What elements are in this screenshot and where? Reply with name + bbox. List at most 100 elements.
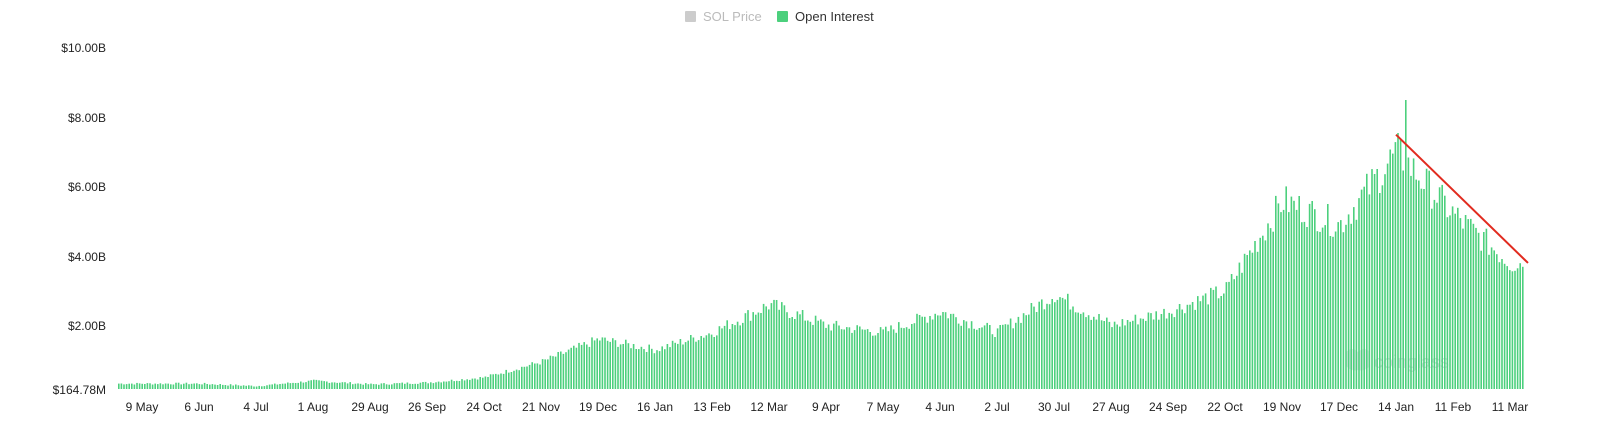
open-interest-bar [981, 327, 983, 389]
open-interest-bar [1425, 168, 1428, 389]
open-interest-bar [1295, 209, 1298, 389]
open-interest-bar [271, 384, 273, 389]
x-tick-label: 27 Aug [1092, 400, 1129, 414]
open-interest-bar [1085, 317, 1087, 389]
open-interest-bar [812, 324, 814, 389]
open-interest-bar [718, 326, 721, 389]
open-interest-bar [1420, 188, 1423, 389]
open-interest-bar [744, 313, 747, 389]
open-interest-bar [965, 321, 968, 389]
legend: SOL Price Open Interest [685, 9, 874, 24]
open-interest-bar [1111, 327, 1113, 389]
open-interest-bar [248, 385, 250, 389]
open-interest-bar [432, 383, 435, 389]
open-interest-bar [1181, 309, 1183, 389]
open-interest-bar [614, 340, 617, 389]
open-interest-bar [765, 306, 767, 389]
open-interest-bar [835, 320, 838, 389]
legend-item-open-interest[interactable]: Open Interest [777, 9, 874, 24]
open-interest-bar [310, 380, 312, 389]
open-interest-bar [913, 323, 916, 389]
trend-line [1395, 133, 1529, 264]
open-interest-bar [859, 326, 861, 389]
open-interest-bar [924, 316, 926, 389]
open-interest-bar [622, 344, 624, 389]
open-interest-bar [963, 320, 965, 389]
open-interest-bar [323, 381, 325, 389]
open-interest-bar [1015, 322, 1017, 389]
open-interest-bar [944, 312, 947, 389]
open-interest-bar [599, 340, 601, 389]
open-interest-bar [393, 383, 396, 389]
open-interest-bar [198, 384, 201, 389]
open-interest-bar [752, 312, 754, 389]
open-interest-bar [1223, 293, 1225, 389]
open-interest-bar [853, 330, 856, 389]
open-interest-bar [180, 384, 182, 389]
open-interest-bar [830, 330, 832, 389]
open-interest-bar [539, 364, 541, 389]
open-interest-bar [1412, 158, 1415, 389]
open-interest-bar [427, 383, 429, 389]
open-interest-bar [1124, 325, 1126, 389]
open-interest-bar [1199, 301, 1202, 389]
open-interest-bar [544, 359, 546, 389]
open-interest-bar [1275, 195, 1277, 389]
open-interest-bar [1087, 315, 1090, 389]
open-interest-bar [573, 345, 575, 389]
open-interest-bar [385, 384, 388, 389]
open-interest-bar [1189, 304, 1191, 389]
open-interest-bar [1379, 193, 1381, 389]
open-interest-bar [1220, 296, 1222, 389]
open-interest-bar [365, 383, 367, 389]
open-interest-bar [149, 383, 151, 389]
open-interest-bar [588, 346, 591, 389]
open-interest-bar [487, 377, 489, 389]
open-interest-bar [874, 335, 877, 389]
open-interest-bar [315, 379, 318, 389]
open-interest-bar [471, 378, 474, 389]
open-interest-bar [1207, 304, 1209, 389]
open-interest-bar [666, 344, 669, 389]
open-interest-bar [456, 380, 458, 389]
open-interest-bar [708, 333, 710, 389]
open-interest-bar [1399, 139, 1402, 389]
open-interest-bar [1090, 319, 1092, 389]
open-interest-bar [1436, 202, 1438, 389]
open-interest-bar [1353, 207, 1355, 389]
open-interest-bar [996, 328, 999, 389]
open-interest-bar [942, 312, 944, 389]
open-interest-bar [474, 378, 476, 389]
open-interest-bar [807, 320, 809, 389]
open-interest-bar [851, 332, 853, 389]
open-interest-bar [492, 374, 494, 389]
open-interest-bar [1485, 228, 1488, 389]
open-interest-bar [531, 362, 533, 389]
open-interest-bar [671, 340, 674, 389]
open-interest-bar [898, 322, 900, 389]
open-interest-bar [1106, 317, 1108, 389]
legend-swatch-sol-price [685, 11, 696, 22]
open-interest-bar [302, 382, 305, 389]
open-interest-bar [1262, 235, 1264, 389]
legend-item-sol-price[interactable]: SOL Price [685, 9, 762, 24]
open-interest-bar [804, 320, 806, 389]
open-interest-bar [1386, 163, 1389, 389]
y-tick-label: $8.00B [68, 111, 106, 125]
open-interest-bar [1321, 227, 1324, 389]
open-interest-bar [973, 328, 975, 389]
open-interest-bar [760, 313, 762, 389]
open-interest-bar [1280, 212, 1282, 389]
open-interest-bar [1020, 322, 1022, 389]
open-interest-bar [307, 380, 310, 389]
open-interest-bar [931, 319, 934, 389]
open-interest-bar [445, 381, 448, 389]
open-interest-bar [609, 341, 611, 389]
open-interest-bar [1186, 304, 1189, 389]
open-interest-bar [430, 382, 432, 389]
open-interest-bar [879, 327, 882, 389]
open-interest-bar [970, 321, 973, 389]
trend-layer [1395, 133, 1529, 264]
open-interest-bar [1498, 262, 1501, 389]
